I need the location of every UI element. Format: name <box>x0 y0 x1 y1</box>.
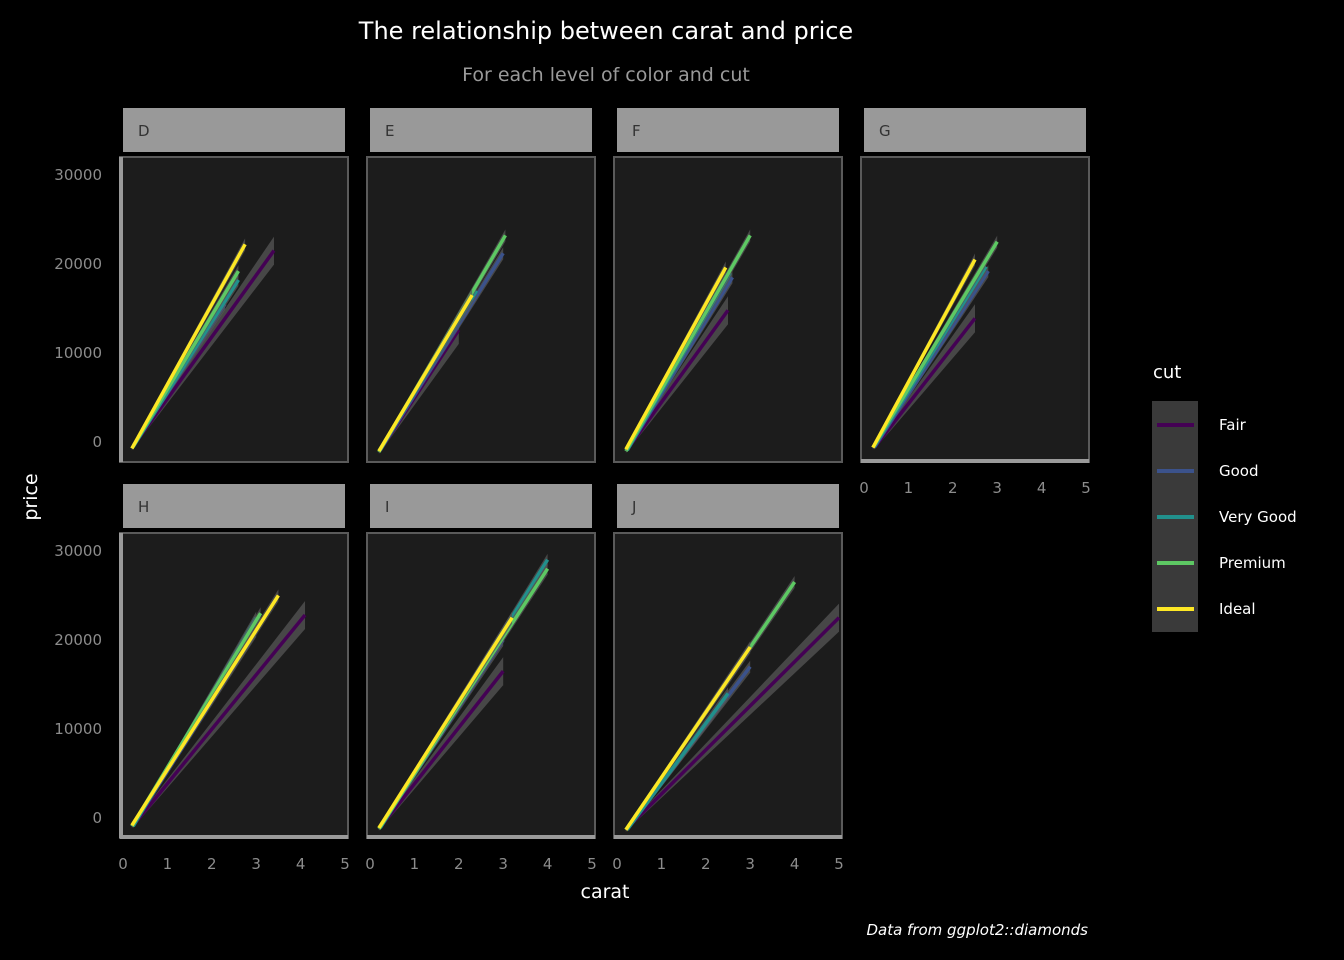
y-tick-label: 10000 <box>54 344 102 362</box>
x-tick-label: 5 <box>1081 479 1091 497</box>
x-tick-label: 0 <box>859 479 869 497</box>
y-tick-label: 0 <box>92 433 102 451</box>
facet-panel-J: J 0 1 2 3 4 5 <box>612 484 844 873</box>
y-tick-label: 30000 <box>54 542 102 560</box>
x-tick-label: 1 <box>163 855 173 873</box>
series-line-fair <box>132 249 276 446</box>
facet-strip-label: G <box>879 122 891 140</box>
legend-label: Premium <box>1219 554 1286 572</box>
y-tick-label: 20000 <box>54 255 102 273</box>
facet-panel-F: F <box>613 108 843 463</box>
x-tick-label: 2 <box>454 855 464 873</box>
legend-title: cut <box>1153 362 1181 383</box>
series-line-very-good <box>625 692 730 831</box>
y-tick-label: 30000 <box>54 166 102 184</box>
facet-panel-D: D 0 10000 20000 30000 <box>54 108 349 463</box>
series-line-ideal <box>624 266 728 451</box>
x-tick-label: 2 <box>948 479 958 497</box>
series-line-ideal <box>377 616 514 829</box>
x-tick-label: 0 <box>365 855 375 873</box>
caption: Data from ggplot2::diamonds <box>866 921 1088 939</box>
y-tick-label: 0 <box>92 809 102 827</box>
facet-strip-label: I <box>385 498 389 516</box>
x-tick-label: 3 <box>498 855 508 873</box>
facet-strip <box>123 108 345 152</box>
facet-strip <box>617 108 839 152</box>
x-tick-label: 4 <box>790 855 800 873</box>
series-line-ideal <box>130 594 280 827</box>
x-tick-label: 4 <box>1037 479 1047 497</box>
x-tick-label: 4 <box>296 855 306 873</box>
x-tick-label: 5 <box>587 855 597 873</box>
legend: cut Fair Good Very Good Premium Ideal <box>1152 362 1297 632</box>
x-axis-title: carat <box>581 881 630 903</box>
legend-label: Good <box>1219 462 1259 480</box>
x-tick-label: 3 <box>251 855 261 873</box>
y-tick-label: 10000 <box>54 720 102 738</box>
facet-strip <box>370 108 592 152</box>
x-tick-label: 0 <box>612 855 622 873</box>
facet-strip <box>864 108 1086 152</box>
legend-label: Fair <box>1219 416 1247 434</box>
facet-panel-H: H 0 10000 20000 30000 0 1 2 3 4 5 <box>54 484 350 873</box>
series-line-fair <box>379 670 505 828</box>
y-tick-label: 20000 <box>54 631 102 649</box>
chart-subtitle: For each level of color and cut <box>462 64 750 86</box>
x-tick-label: 1 <box>410 855 420 873</box>
facet-strip <box>370 484 592 528</box>
facet-strip-label: E <box>385 122 394 140</box>
series-line-fair <box>873 317 977 448</box>
panel-background <box>613 532 843 839</box>
chart-title: The relationship between carat and price <box>358 17 853 45</box>
facet-strip <box>123 484 345 528</box>
series-line-premium <box>871 240 999 449</box>
x-tick-label: 5 <box>834 855 844 873</box>
series-line-ideal <box>624 646 752 831</box>
x-tick-label: 4 <box>543 855 553 873</box>
x-tick-label: 1 <box>904 479 914 497</box>
x-tick-label: 3 <box>745 855 755 873</box>
facet-strip-label: D <box>138 122 150 140</box>
x-tick-label: 0 <box>118 855 128 873</box>
series-line-fair <box>626 309 730 450</box>
x-tick-label: 2 <box>207 855 217 873</box>
series-line-ideal <box>130 243 247 450</box>
x-tick-label: 2 <box>701 855 711 873</box>
facet-panel-E: E <box>366 108 596 463</box>
facet-panel-I: I 0 1 2 3 4 5 <box>365 484 597 873</box>
legend-label: Ideal <box>1219 600 1256 618</box>
facet-strip-label: H <box>138 498 149 516</box>
legend-label: Very Good <box>1219 508 1297 526</box>
series-line-ideal <box>377 294 474 452</box>
series-line-fair <box>626 616 841 829</box>
x-tick-label: 1 <box>657 855 667 873</box>
y-axis-title: price <box>20 473 42 520</box>
facet-strip-label: J <box>631 498 636 516</box>
facet-strip <box>617 484 839 528</box>
x-tick-label: 3 <box>992 479 1002 497</box>
series-line-fair <box>132 613 307 826</box>
x-tick-label: 5 <box>340 855 350 873</box>
facet-panel-G: G 0 1 2 3 4 5 <box>859 108 1091 497</box>
facet-strip-label: F <box>632 122 641 140</box>
series-line-ideal <box>871 258 977 449</box>
